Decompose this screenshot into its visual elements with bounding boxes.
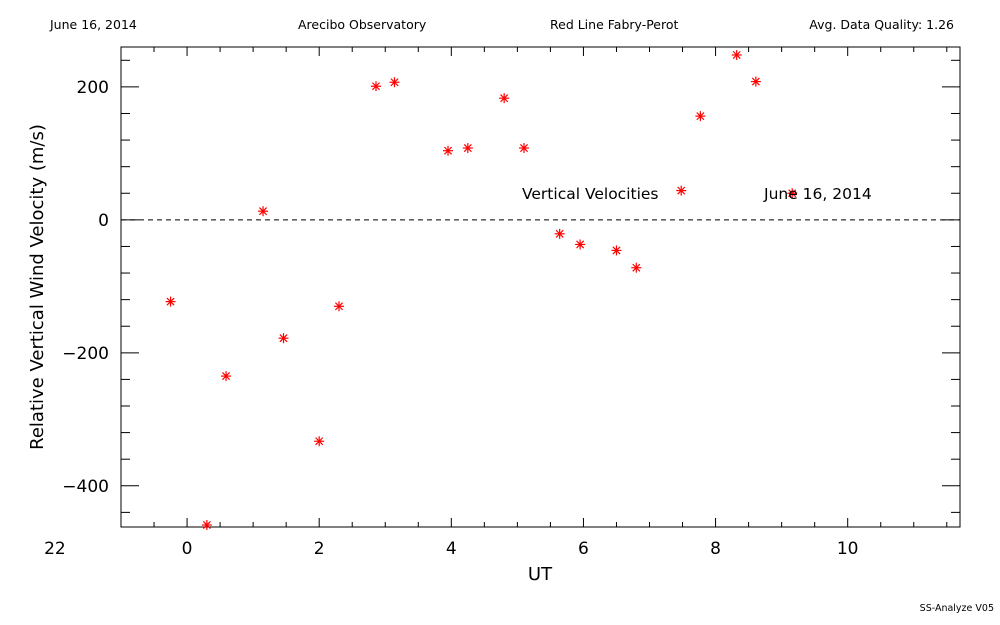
- data-point: [611, 245, 622, 256]
- data-point: [731, 49, 742, 60]
- x-tick-label: 10: [837, 539, 859, 559]
- data-point: [389, 77, 400, 88]
- x-tick-label: 8: [710, 539, 721, 559]
- data-point: [518, 143, 529, 154]
- x-tick-label: 22: [44, 539, 66, 559]
- header-instrument: Red Line Fabry-Perot: [550, 17, 679, 32]
- x-tick-label: 2: [314, 539, 325, 559]
- y-tick-label: 200: [77, 78, 109, 98]
- data-point: [314, 436, 325, 447]
- y-tick-label: 0: [98, 211, 109, 231]
- header-data-quality: Avg. Data Quality: 1.26: [809, 17, 954, 32]
- data-point: [443, 145, 454, 156]
- data-point: [165, 296, 176, 307]
- annotation-date: June 16, 2014: [763, 185, 872, 203]
- annotation-vertical-velocities: Vertical Velocities: [522, 185, 659, 203]
- data-point: [334, 301, 345, 312]
- y-tick-label: −400: [62, 477, 109, 497]
- footer-version: SS-Analyze V05: [919, 603, 994, 614]
- plot-frame: [120, 46, 961, 528]
- data-point: [631, 262, 642, 273]
- x-tick-label: 4: [446, 539, 457, 559]
- data-point: [258, 206, 269, 217]
- data-point: [201, 520, 212, 531]
- data-point: [499, 93, 510, 104]
- data-point: [462, 143, 473, 154]
- header-date: June 16, 2014: [50, 17, 137, 32]
- x-tick-label: 0: [182, 539, 193, 559]
- y-tick-label: −200: [62, 344, 109, 364]
- data-point: [554, 228, 565, 239]
- data-point: [371, 81, 382, 92]
- x-tick-label: 6: [578, 539, 589, 559]
- data-point: [695, 111, 706, 122]
- x-axis-title: UT: [528, 564, 553, 585]
- header-observatory: Arecibo Observatory: [298, 17, 427, 32]
- data-point: [750, 76, 761, 87]
- y-axis-title: Relative Vertical Wind Velocity (m/s): [27, 124, 48, 450]
- data-point: [676, 185, 687, 196]
- data-point: [575, 239, 586, 250]
- data-point: [221, 371, 232, 382]
- data-point: [787, 188, 798, 199]
- data-point: [278, 333, 289, 344]
